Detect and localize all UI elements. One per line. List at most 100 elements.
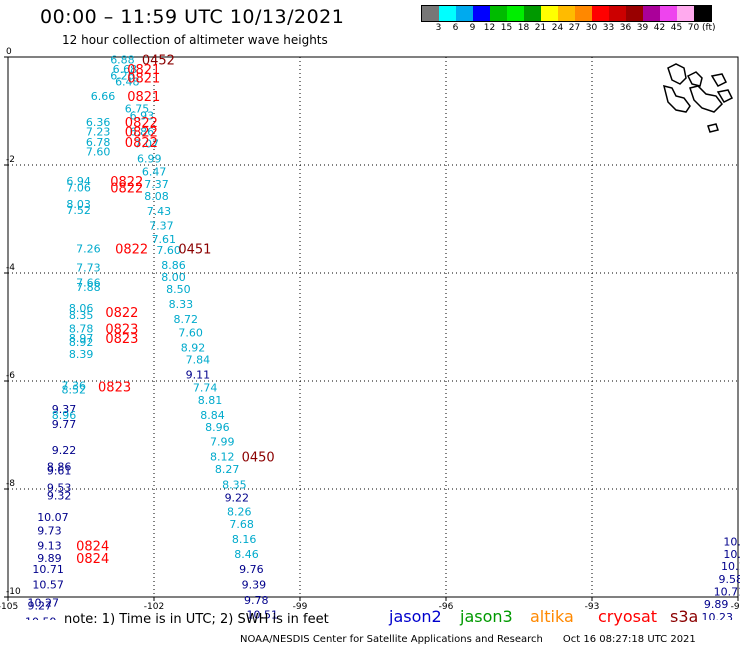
swh-value: 9.89 (37, 552, 62, 565)
scale-color-7 (541, 6, 558, 21)
pass-time-label: 0451 (178, 243, 211, 258)
swh-value: 8.96 (205, 421, 230, 434)
pass-time-label: 0822 (105, 306, 138, 321)
swh-value: 9.37 (52, 403, 77, 416)
map-frame (7, 56, 739, 598)
scale-label: 15 (500, 23, 513, 33)
scale-label: 70 (687, 23, 700, 33)
scale-color-3 (473, 6, 490, 21)
scale-color-15 (677, 6, 694, 21)
swh-value: 9.32 (47, 489, 72, 502)
swh-value: 7.60 (178, 326, 203, 339)
pass-time-label: 0822 (125, 126, 158, 141)
y-tick-label: 0 (6, 47, 12, 57)
swh-value: 7.52 (66, 204, 91, 217)
swh-value: 7.84 (186, 353, 211, 366)
swh-value: 7.43 (147, 205, 172, 218)
scale-color-6 (524, 6, 541, 21)
swh-value: 9.73 (37, 525, 62, 538)
legend-s3a: s3a (670, 607, 699, 626)
wave-height-map: -105 -102 -99 -96 -93 -90 0 -2 -4 -6 -8 -10 6.886.68… (0, 47, 740, 620)
swh-value: 9.53 (47, 481, 72, 494)
swh-value: 6.94 (66, 175, 91, 188)
y-tick-label: -4 (6, 263, 15, 273)
swh-value: 7.68 (229, 518, 254, 531)
scale-color-4 (490, 6, 507, 21)
swh-value: 8.03 (66, 198, 91, 211)
swh-value: 7.06 (66, 182, 91, 195)
swh-value: 6.93 (130, 109, 155, 122)
x-tick-label: -90 (731, 602, 740, 612)
swh-value: 8.86 (161, 259, 186, 272)
swh-value: 6.86 (130, 126, 155, 139)
swh-value: 7.07 (135, 137, 160, 150)
pass-time-label: 0823 (105, 323, 138, 338)
footer: NOAA/NESDIS Center for Satellite Applica… (240, 634, 696, 645)
swh-value: 7.66 (76, 277, 101, 290)
scale-label: 6 (452, 23, 459, 33)
swh-value: 8.00 (161, 271, 186, 284)
swh-value: 7.37 (149, 219, 174, 232)
swh-value: 10.59 (25, 615, 57, 620)
swh-value: 8.27 (215, 463, 240, 476)
pass-time-label: 0822 (110, 182, 143, 197)
swh-value: 8.86 (47, 460, 72, 473)
legend-jason2: jason2 (389, 607, 442, 626)
pass-time-label: 0823 (105, 332, 138, 347)
swh-value: 8.96 (52, 409, 77, 422)
swh-value: 9.77 (52, 418, 77, 431)
swh-value: 9.22 (225, 492, 250, 505)
pass-time-label: 0824 (76, 552, 109, 567)
scale-label: 42 (653, 23, 666, 33)
swh-value: 8.06 (69, 302, 94, 315)
swh-value: 9.39 (242, 579, 267, 592)
scale-label: 9 (469, 23, 476, 33)
swh-value: 6.47 (142, 165, 167, 178)
scale-label: 36 (619, 23, 632, 33)
swh-value: 8.35 (69, 309, 94, 322)
scale-label: 27 (568, 23, 581, 33)
scale-color-8 (558, 6, 575, 21)
scale-color-11 (609, 6, 626, 21)
swh-value: 6.88 (110, 54, 135, 67)
y-tick-label: -10 (6, 587, 21, 597)
swh-value: 7.23 (86, 126, 111, 139)
pass-time-label: 0821 (127, 72, 160, 87)
pass-time-label: 0824 (76, 540, 109, 555)
pass-time-label: 0822 (110, 175, 143, 190)
swh-value: 9.13 (37, 540, 62, 553)
swh-value: 8.72 (173, 313, 198, 326)
swh-value: 8.92 (181, 342, 206, 355)
swh-value: 7.61 (152, 233, 177, 246)
swh-value: 8.97 (69, 332, 94, 345)
swh-value: 10.1 (721, 560, 740, 573)
swh-value: 9.76 (239, 563, 264, 576)
swh-value: 10.51 (246, 608, 278, 620)
swh-value: 6.75 (125, 102, 150, 115)
swh-value: 10.07 (37, 511, 68, 524)
x-tick-label: -99 (293, 602, 308, 612)
swh-value: 8.26 (227, 506, 252, 519)
scale-color-10 (592, 6, 609, 21)
swh-value: 6.66 (91, 90, 116, 103)
scale-color-1 (439, 6, 456, 21)
swh-value: 6.48 (115, 75, 140, 88)
swh-value: 7.60 (156, 244, 181, 257)
color-scale-boxes (421, 5, 712, 22)
swh-value: 8.46 (234, 548, 258, 561)
swh-value: 10.57 (32, 579, 64, 592)
swh-value: 8.52 (62, 384, 87, 397)
swh-value: 8.50 (166, 283, 191, 296)
legend-jason3: jason3 (460, 607, 513, 626)
x-tick-label: -105 (0, 602, 18, 612)
x-tick-label: -102 (144, 602, 164, 612)
scale-color-12 (626, 6, 643, 21)
galapagos-coastline (710, 73, 728, 87)
swh-value: 8.33 (169, 298, 194, 311)
scale-color-13 (643, 6, 660, 21)
swh-value: 7.73 (76, 262, 101, 275)
galapagos-coastline (716, 89, 734, 103)
swh-value: 8.16 (232, 533, 257, 546)
scale-color-0 (422, 6, 439, 21)
swh-value: 6.26 (110, 69, 135, 82)
